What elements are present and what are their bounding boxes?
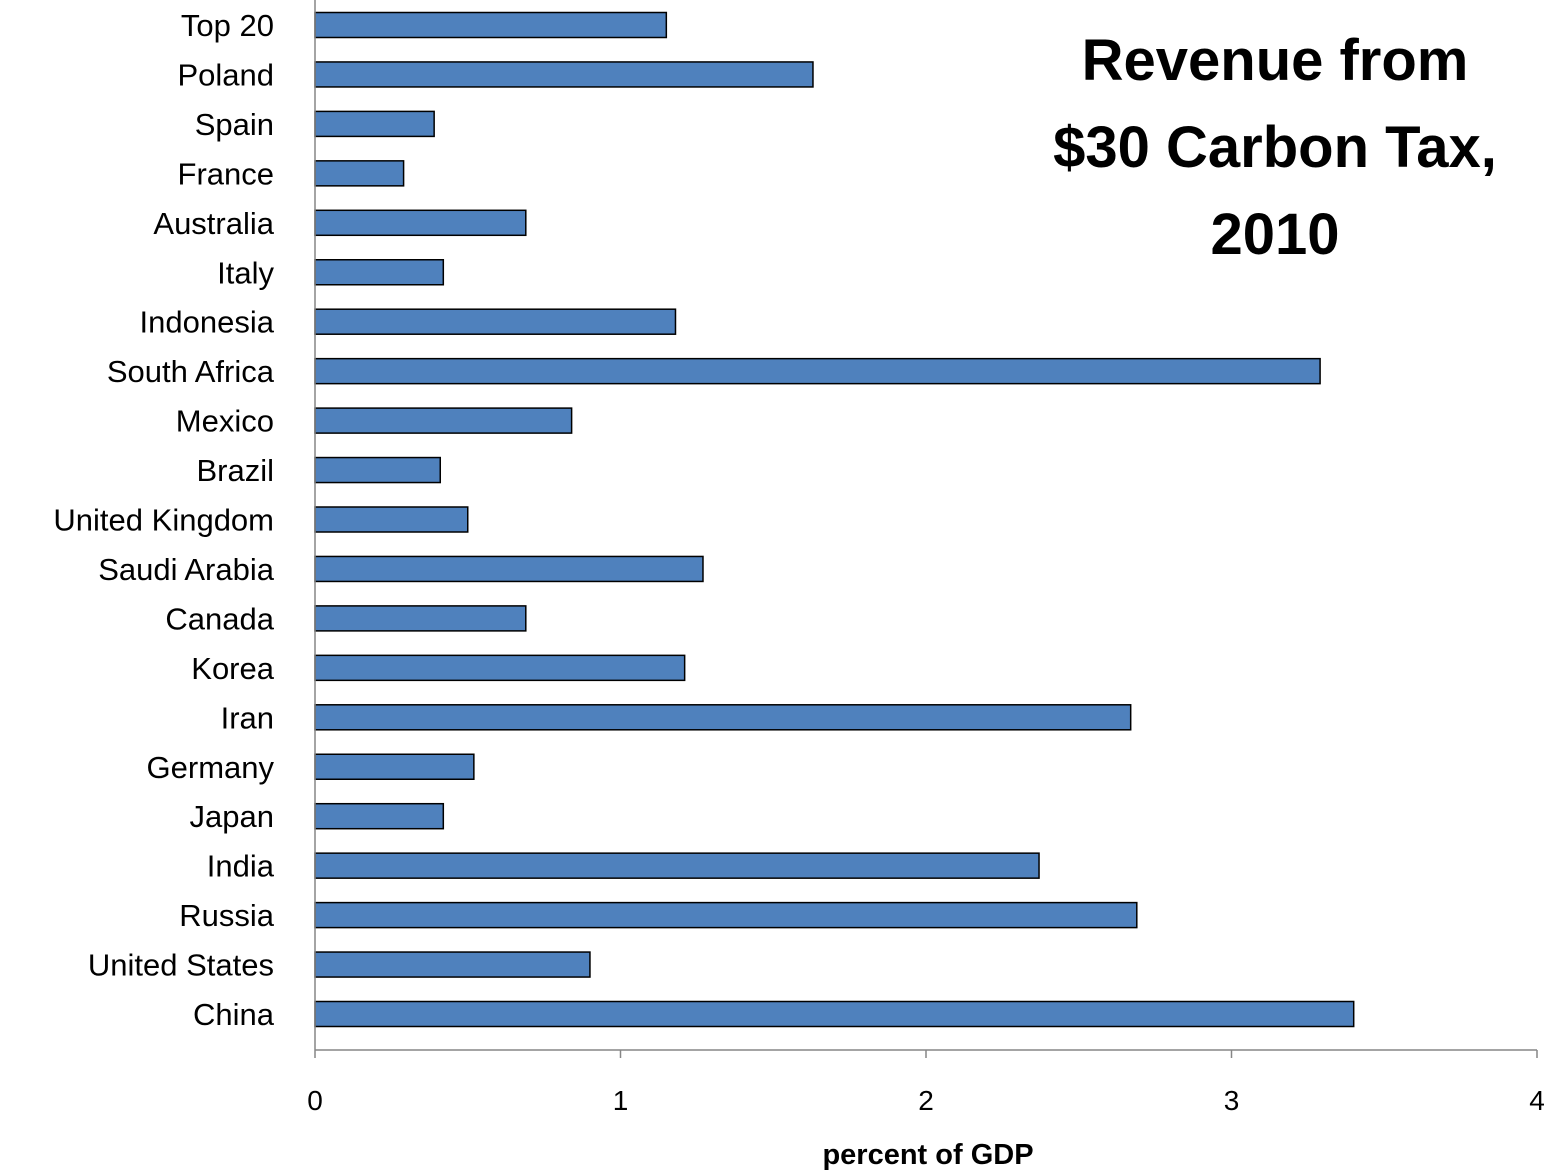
bar bbox=[314, 1000, 1355, 1028]
x-tick-label: 0 bbox=[307, 1085, 323, 1116]
category-label: Saudi Arabia bbox=[98, 552, 275, 587]
bar bbox=[314, 456, 442, 484]
bar bbox=[314, 951, 591, 978]
bar bbox=[314, 357, 1321, 385]
category-label: Spain bbox=[195, 107, 274, 142]
category-label: Australia bbox=[153, 206, 274, 241]
category-label: France bbox=[178, 156, 274, 191]
bar bbox=[314, 753, 475, 780]
category-label: India bbox=[207, 849, 275, 884]
x-tick-label: 4 bbox=[1529, 1085, 1545, 1116]
bar bbox=[314, 852, 1040, 879]
chart-title-line: 2010 bbox=[1210, 202, 1339, 267]
bar bbox=[314, 555, 704, 583]
category-label: Brazil bbox=[196, 453, 274, 488]
category-label: Germany bbox=[147, 750, 275, 785]
category-labels: Top 20 Poland Spain France Australia Italy Ind… bbox=[53, 8, 274, 1032]
category-label: Korea bbox=[191, 651, 274, 686]
category-label: Poland bbox=[177, 57, 274, 92]
category-label: Canada bbox=[165, 601, 274, 636]
bar bbox=[314, 704, 1132, 731]
category-label: Iran bbox=[221, 700, 274, 735]
category-label: Japan bbox=[190, 799, 274, 834]
bar bbox=[314, 802, 445, 830]
bar bbox=[314, 209, 527, 237]
category-label: Indonesia bbox=[140, 305, 275, 340]
chart-title-line: $30 Carbon Tax, bbox=[1053, 115, 1497, 180]
bar bbox=[314, 605, 527, 632]
category-label: Top 20 bbox=[181, 8, 274, 43]
bars-layer bbox=[314, 11, 1355, 1028]
chart-title-line: Revenue from bbox=[1082, 28, 1469, 93]
x-axis-ticks: 0 1 2 3 4 bbox=[307, 1050, 1545, 1116]
bar bbox=[314, 259, 445, 286]
bar bbox=[314, 308, 677, 335]
x-tick-label: 1 bbox=[613, 1085, 629, 1116]
category-label: South Africa bbox=[107, 354, 275, 389]
bar bbox=[314, 407, 573, 434]
x-axis-title: percent of GDP bbox=[822, 1139, 1033, 1171]
category-label: Mexico bbox=[176, 404, 274, 439]
x-tick-label: 2 bbox=[918, 1085, 934, 1116]
bar bbox=[314, 160, 405, 187]
category-label: United Kingdom bbox=[53, 503, 274, 538]
chart-title: Revenue from $30 Carbon Tax, 2010 bbox=[1053, 28, 1497, 267]
category-label: United States bbox=[88, 948, 274, 983]
bar bbox=[314, 110, 435, 138]
bar bbox=[314, 654, 686, 682]
bar bbox=[314, 506, 469, 533]
category-label: China bbox=[193, 997, 275, 1032]
bar bbox=[314, 901, 1138, 929]
bar bbox=[314, 11, 668, 39]
bar bbox=[314, 61, 814, 88]
category-label: Italy bbox=[217, 255, 274, 290]
x-tick-label: 3 bbox=[1224, 1085, 1240, 1116]
category-label: Russia bbox=[179, 898, 275, 933]
